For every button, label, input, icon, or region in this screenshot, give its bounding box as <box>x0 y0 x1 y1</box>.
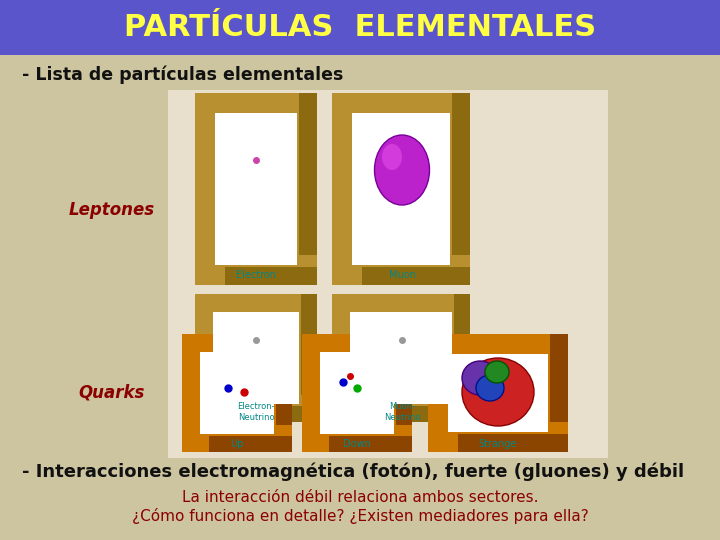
Bar <box>454 294 470 395</box>
Bar <box>332 294 470 422</box>
Bar <box>168 90 608 458</box>
Ellipse shape <box>382 144 402 170</box>
Bar <box>350 312 452 404</box>
Bar <box>209 436 292 452</box>
Bar <box>428 334 568 452</box>
Bar <box>0 0 720 55</box>
Ellipse shape <box>476 375 504 401</box>
Bar <box>215 113 297 265</box>
Ellipse shape <box>374 135 430 205</box>
Ellipse shape <box>462 361 498 395</box>
Bar <box>452 93 470 255</box>
Bar <box>396 334 412 425</box>
Bar <box>213 312 299 404</box>
Bar <box>276 334 292 425</box>
Bar <box>200 352 274 434</box>
Text: Down: Down <box>343 439 371 449</box>
Text: - Lista de partículas elementales: - Lista de partículas elementales <box>22 66 343 84</box>
Text: Muon-
Neutrino: Muon- Neutrino <box>384 402 420 422</box>
Text: Electron: Electron <box>236 270 276 280</box>
Bar <box>458 434 568 452</box>
Text: ¿Cómo funciona en detalle? ¿Existen mediadores para ella?: ¿Cómo funciona en detalle? ¿Existen medi… <box>132 508 588 524</box>
Text: - Interacciones electromagnética (fotón), fuerte (gluones) y débil: - Interacciones electromagnética (fotón)… <box>22 463 684 481</box>
Text: Electron-
Neutrino: Electron- Neutrino <box>237 402 275 422</box>
Bar <box>195 93 317 285</box>
Bar <box>550 334 568 422</box>
Bar <box>320 352 394 434</box>
Text: La interacción débil relaciona ambos sectores.: La interacción débil relaciona ambos sec… <box>181 490 539 505</box>
Bar <box>362 267 470 285</box>
Bar <box>302 334 412 452</box>
Bar <box>329 436 412 452</box>
Bar <box>195 294 317 422</box>
Bar <box>448 354 548 432</box>
Bar <box>182 334 292 452</box>
Text: Muon: Muon <box>389 270 415 280</box>
Bar <box>332 93 470 285</box>
Text: Up: Up <box>230 439 243 449</box>
Bar <box>301 294 317 395</box>
Text: Leptones: Leptones <box>69 201 155 219</box>
Bar <box>352 113 450 265</box>
Ellipse shape <box>485 361 509 383</box>
Text: PARTÍCULAS  ELEMENTALES: PARTÍCULAS ELEMENTALES <box>124 14 596 43</box>
Bar <box>359 406 470 422</box>
Text: Quarks: Quarks <box>78 383 145 401</box>
Ellipse shape <box>462 358 534 426</box>
Text: Strange: Strange <box>479 439 517 449</box>
Bar <box>299 93 317 255</box>
Bar <box>225 267 317 285</box>
Bar <box>222 406 317 422</box>
